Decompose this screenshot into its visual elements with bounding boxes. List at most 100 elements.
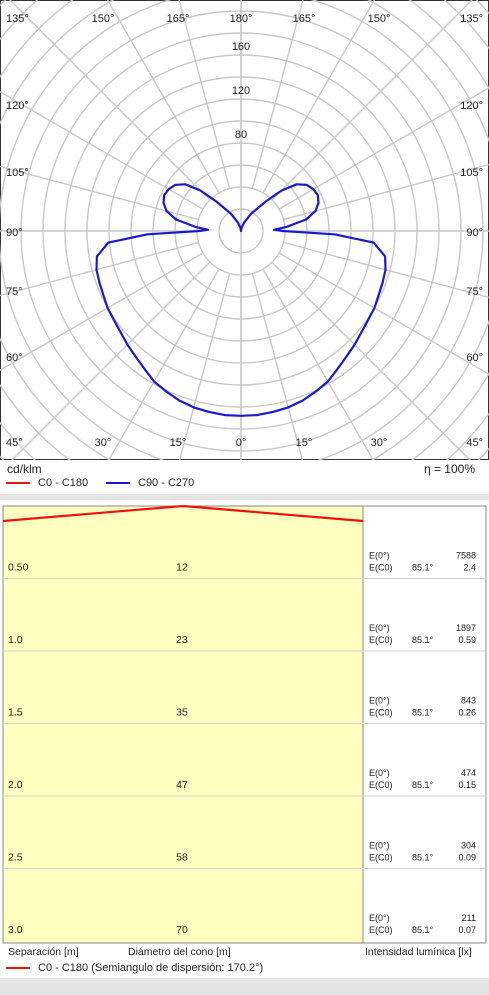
row-e0-label: E(0°) (369, 913, 390, 923)
row-ec0-value: 0.07 (458, 925, 476, 935)
row-ec0-label: E(C0) (369, 563, 393, 573)
row-e0-value: 474 (461, 768, 476, 778)
angle-label-right: 90° (466, 227, 483, 239)
row-e0-value: 211 (462, 913, 476, 923)
row-ec0-label: E(C0) (369, 635, 393, 645)
grid-spoke (262, 268, 375, 460)
row-e0-label: E(0°) (369, 768, 390, 778)
grid-spoke (283, 241, 489, 299)
legend-swatch-c0 (6, 482, 30, 484)
col-label-intensity: Intensidad lumínica [lx] (365, 946, 472, 958)
radial-label: 120 (232, 85, 250, 97)
angle-label-left: 120° (6, 100, 29, 112)
row-e0-label: E(0°) (369, 551, 390, 561)
row-diameter: 47 (176, 779, 188, 791)
angle-label-top: 135° (460, 13, 483, 25)
polar-diagram: 80 120 160 135° 150° 165° 180° 165° 150° 135° 45° 3… (0, 0, 489, 460)
cone-legend: C0 - C180 (Semiangulo de dispersión: 170… (6, 962, 263, 974)
grid-spoke (0, 241, 199, 297)
row-ec0-label: E(C0) (369, 708, 393, 718)
grid-spoke (0, 165, 199, 221)
angle-label-bottom: 45° (466, 437, 483, 449)
row-ec0-value: 2.4 (463, 563, 476, 573)
efficiency-label: η = 100% (423, 462, 475, 476)
angle-label-top: 150° (368, 13, 391, 25)
row-angle: 85.1° (412, 780, 434, 790)
angle-label-top: 150° (92, 13, 115, 25)
col-label-diameter: Diámetro del cono [m] (128, 946, 231, 958)
angle-label-top: 180° (230, 13, 253, 25)
row-e0-label: E(0°) (369, 696, 390, 706)
angle-label-bottom: 15° (296, 437, 313, 449)
row-separation: 0.50 (8, 562, 29, 574)
angle-label-top: 135° (6, 13, 29, 25)
angle-label-left: 105° (6, 167, 29, 179)
row-ec0-value: 0.59 (458, 635, 476, 645)
row-ec0-label: E(C0) (369, 780, 393, 790)
cone-legend-label: C0 - C180 (Semiangulo de dispersión: 170… (38, 962, 264, 974)
angle-label-right: 105° (460, 167, 483, 179)
grid-spoke (278, 87, 489, 210)
legend-swatch-c90 (106, 482, 130, 484)
col-label-separation: Separación [m] (8, 946, 79, 958)
legend-label-c90: C90 - C270 (138, 477, 195, 489)
radial-label: 160 (232, 41, 250, 53)
row-diameter: 23 (176, 634, 188, 646)
cone-frame (2, 505, 487, 944)
row-diameter: 58 (176, 852, 188, 864)
angle-label-left: 75° (6, 286, 23, 298)
table-row: 2.0 47 E(0°) E(C0) 85.1° 474 0.15 (8, 768, 476, 791)
row-separation: 2.5 (8, 852, 23, 864)
polar-curve-c90-c270 (95, 183, 387, 417)
grid-spoke (251, 0, 304, 189)
angle-label-bottom: 0° (236, 437, 247, 449)
legend-c0-c180: C0 - C180 (6, 477, 88, 489)
angle-label-right: 120° (460, 100, 483, 112)
row-separation: 1.0 (8, 634, 23, 646)
row-angle: 85.1° (412, 853, 434, 863)
cone-line (2, 504, 364, 523)
row-ec0-value: 0.26 (458, 708, 476, 718)
angle-label-right: 75° (466, 286, 483, 298)
row-angle: 85.1° (412, 563, 434, 573)
cone-legend-swatch (6, 967, 30, 969)
row-ec0-label: E(C0) (369, 853, 393, 863)
row-e0-value: 304 (461, 841, 476, 851)
grid-spoke (178, 273, 231, 460)
angle-label-right: 60° (466, 352, 483, 364)
grid-spoke (262, 0, 376, 194)
table-row: 3.0 70 E(0°) E(C0) 85.1° 211 0.07 (8, 913, 476, 936)
row-e0-label: E(0°) (369, 841, 390, 851)
section-divider (0, 494, 489, 500)
row-ec0-value: 0.15 (458, 780, 476, 790)
angle-label-top: 165° (167, 13, 190, 25)
footer-band (0, 978, 489, 995)
angle-label-bottom: 45° (6, 437, 23, 449)
row-diameter: 35 (176, 707, 188, 719)
angle-label-bottom: 15° (170, 437, 187, 449)
grid-spoke (107, 268, 220, 460)
row-e0-value: 1897 (456, 623, 476, 633)
grid-spoke (251, 273, 304, 460)
row-e0-value: 843 (461, 696, 476, 706)
angle-label-left: 60° (6, 352, 23, 364)
angle-label-left: 90° (6, 227, 23, 239)
row-e0-value: 7588 (456, 551, 476, 561)
grid-spoke (106, 0, 220, 194)
angle-label-top: 165° (293, 13, 316, 25)
row-diameter: 12 (176, 562, 188, 574)
row-angle: 85.1° (412, 708, 434, 718)
grid-spoke (271, 261, 471, 460)
row-angle: 85.1° (412, 635, 434, 645)
row-separation: 3.0 (8, 924, 23, 936)
grid-spoke (9, 0, 211, 201)
row-e0-label: E(0°) (369, 623, 390, 633)
row-diameter: 70 (176, 924, 188, 936)
grid-spoke (0, 91, 204, 210)
grid-spoke (271, 0, 473, 201)
radial-label: 80 (235, 129, 247, 141)
polar-unit-label: cd/klm (7, 462, 42, 476)
grid-spoke (11, 261, 211, 460)
table-row: 2.5 58 E(0°) E(C0) 85.1° 304 0.09 (8, 841, 476, 864)
row-separation: 1.5 (8, 707, 23, 719)
